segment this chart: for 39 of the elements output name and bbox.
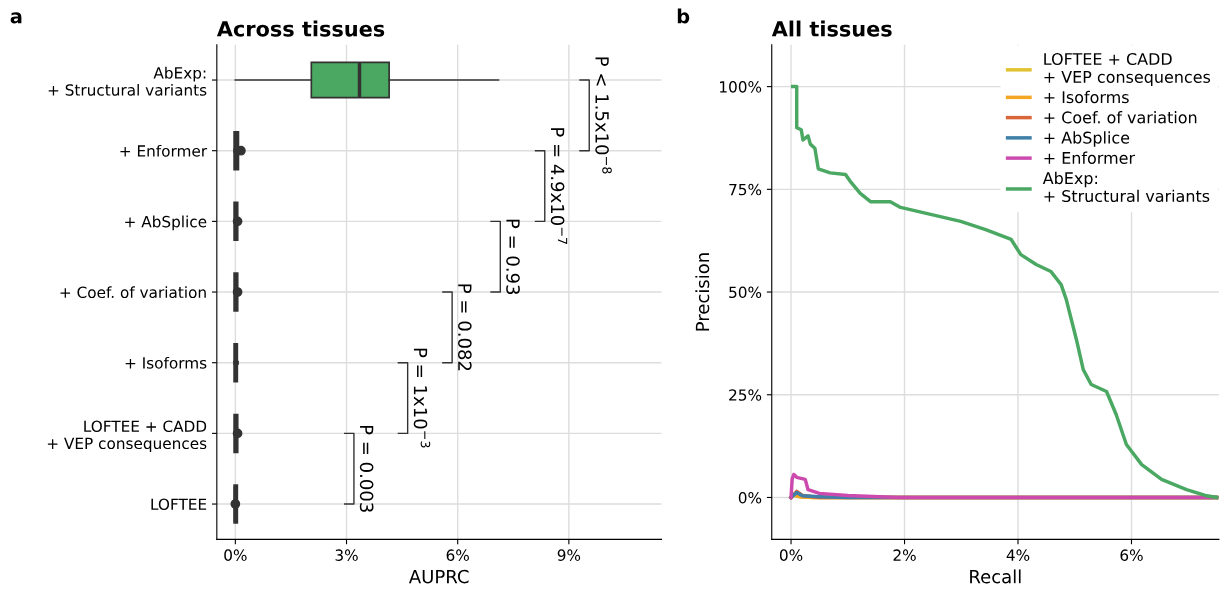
y-tick-label: 25% — [729, 389, 762, 401]
chart-title: Across tissues — [216, 20, 385, 37]
y-axis-title: Precision — [695, 253, 710, 331]
x-tick-label: 0% — [779, 549, 803, 561]
legend-label: + Isoforms — [1044, 90, 1129, 104]
annotation: P = 4.9x10$^{−7}$ — [550, 128, 568, 244]
x-tick-label: 6% — [1120, 549, 1143, 561]
y-tick-label: + Enformer — [120, 144, 208, 157]
y-tick-label: + AbSplice — [125, 215, 207, 231]
annotation: P = 0.082 — [458, 284, 472, 371]
x-tick-label: 2% — [893, 549, 916, 561]
y-tick-label: AbExp: + Structural variants — [48, 66, 207, 96]
y-tick-label: 75% — [729, 183, 762, 196]
legend-label: + Coef. of variation — [1044, 111, 1197, 124]
x-tick-label: 3% — [335, 549, 358, 561]
y-tick-label: LOFTEE + CADD + VEP consequences — [47, 420, 207, 453]
x-axis-title: AUPRC — [408, 569, 469, 584]
x-tick-label: 6% — [446, 549, 469, 561]
legend-label: + AbSplice — [1044, 131, 1130, 147]
legend-label: LOFTEE + CADD + VEP consequences — [1044, 52, 1211, 87]
y-tick-label: 100% — [720, 81, 762, 93]
x-axis-title: Recall — [970, 569, 1021, 584]
text: b — [677, 8, 690, 24]
y-tick-label: 0% — [738, 491, 762, 504]
legend-label: + Enformer — [1044, 151, 1136, 164]
y-tick-label: + Coef. of variation — [60, 286, 206, 299]
text: a — [10, 12, 22, 24]
y-tick-label: LOFTEE — [151, 498, 207, 511]
annotation: P = 0.003 — [359, 425, 374, 512]
x-tick-label: 4% — [1006, 549, 1030, 561]
chart-title: All tissues — [771, 20, 892, 37]
legend-label: AbExp: + Structural variants — [1042, 171, 1210, 203]
y-tick-label: + Isoforms — [125, 356, 207, 369]
annotation: P = 0.93 — [506, 219, 520, 295]
annotation: P < 1.5x10$^{−8}$ — [595, 57, 612, 174]
y-tick-label: 50% — [729, 286, 762, 299]
x-tick-label: 9% — [557, 549, 581, 561]
x-tick-label: 0% — [224, 549, 247, 561]
annotation: P = 1x10$^{−3}$ — [413, 348, 431, 448]
